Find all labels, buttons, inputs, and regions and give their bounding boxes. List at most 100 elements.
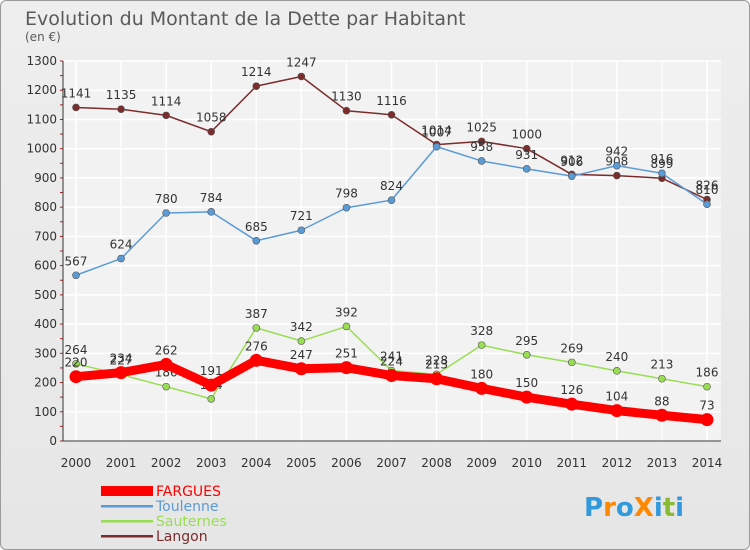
data-label: 826 <box>696 179 719 193</box>
data-label: 1214 <box>241 65 272 79</box>
data-label: 780 <box>155 192 178 206</box>
data-point <box>297 337 306 345</box>
legend-swatch <box>101 535 153 538</box>
data-label: 240 <box>605 350 628 364</box>
data-label: 1000 <box>511 128 542 142</box>
y-tick-label: 700 <box>34 229 57 243</box>
data-point <box>207 395 216 403</box>
data-label: 247 <box>290 348 313 362</box>
data-point <box>72 360 80 368</box>
data-point <box>114 366 128 380</box>
data-point <box>477 137 486 146</box>
data-point <box>567 358 576 367</box>
data-point <box>522 165 531 173</box>
data-point <box>387 196 396 204</box>
chart-subtitle: (en €) <box>25 30 61 44</box>
data-point <box>655 408 669 422</box>
data-point <box>477 157 486 165</box>
data-label: 958 <box>470 140 493 154</box>
y-tick-label: 1000 <box>26 142 57 156</box>
legend-item-langon: Langon <box>101 529 208 545</box>
data-label: 685 <box>245 220 268 234</box>
series-group: 1141 1135 1114 1058 1214 1247 1130 1116 1014 1025… <box>61 55 719 427</box>
data-label: 784 <box>200 191 223 205</box>
legend-label: FARGUES <box>156 484 221 500</box>
data-label: 213 <box>650 358 673 372</box>
data-point <box>477 341 486 349</box>
data-point <box>385 369 398 383</box>
data-label: 126 <box>560 383 583 397</box>
data-point <box>297 72 306 81</box>
data-point <box>162 382 170 391</box>
data-point <box>297 226 306 235</box>
chart-title: Evolution du Montant de la Dette par Hab… <box>25 8 466 30</box>
data-point <box>700 413 714 427</box>
data-point <box>162 111 170 120</box>
data-label: 191 <box>200 364 223 378</box>
logo-text: ProXiti <box>584 493 684 523</box>
data-point <box>658 374 666 383</box>
data-point <box>204 378 218 392</box>
data-point <box>567 172 576 180</box>
x-tick-label: 2005 <box>286 456 317 470</box>
x-tick-label: 2013 <box>647 456 678 470</box>
data-point <box>342 106 351 115</box>
data-point <box>252 82 261 90</box>
legend-item-toulenne: Toulenne <box>101 499 218 515</box>
data-label: 798 <box>335 187 358 201</box>
x-tick-label: 2000 <box>61 456 92 470</box>
data-label: 276 <box>245 339 268 353</box>
data-label: 186 <box>696 366 719 380</box>
data-label: 392 <box>335 305 358 319</box>
series-fargues: 220 234 262 191 276 247 251 224 213 180 150 126 104 8… <box>65 339 715 427</box>
data-point <box>207 208 216 216</box>
data-label: 228 <box>425 353 448 367</box>
x-tick-label: 2004 <box>241 456 272 470</box>
data-point <box>72 103 80 112</box>
legend-label: Langon <box>156 529 208 545</box>
logo-letter: i <box>675 493 684 523</box>
data-point <box>613 161 621 170</box>
legend-item-fargues: FARGUES <box>101 484 221 500</box>
data-point <box>207 127 216 136</box>
logo-letter: t <box>663 493 675 523</box>
data-label: 234 <box>110 352 133 366</box>
x-tick-label: 2010 <box>511 456 542 470</box>
data-label: 1247 <box>286 55 317 69</box>
y-tick-label: 600 <box>34 259 57 273</box>
data-point <box>162 209 170 217</box>
y-tick-label: 1200 <box>26 83 57 97</box>
data-label: 73 <box>699 399 714 413</box>
legend-label: Toulenne <box>155 499 218 515</box>
proxiti-logo: ProXiti <box>584 493 684 523</box>
data-label: 721 <box>290 209 313 223</box>
data-label: 251 <box>335 347 358 361</box>
data-point <box>387 110 396 119</box>
data-point <box>613 171 621 180</box>
data-label: 262 <box>155 343 178 357</box>
y-tick-label: 200 <box>34 376 57 390</box>
data-label: 88 <box>654 394 669 408</box>
axes: 0 100 200 300 400 500 600 700 800 900 1000 1100 1200… <box>26 54 722 470</box>
data-label: 180 <box>470 367 493 381</box>
data-point <box>342 322 351 331</box>
data-point <box>432 142 441 151</box>
logo-letter: r <box>603 493 616 523</box>
data-point <box>565 397 579 411</box>
y-tick-label: 100 <box>34 405 57 419</box>
data-label: 942 <box>605 145 628 159</box>
data-point <box>520 390 534 404</box>
data-label: 264 <box>65 343 88 357</box>
y-tick-label: 300 <box>34 346 57 360</box>
legend-swatch <box>101 520 153 523</box>
legend-swatch <box>101 505 153 508</box>
data-label: 824 <box>380 179 403 193</box>
x-tick-label: 2002 <box>151 456 182 470</box>
data-point <box>658 169 666 178</box>
data-point <box>294 362 308 376</box>
data-label: 328 <box>470 324 493 338</box>
data-point <box>249 353 263 367</box>
data-label: 908 <box>605 155 628 169</box>
